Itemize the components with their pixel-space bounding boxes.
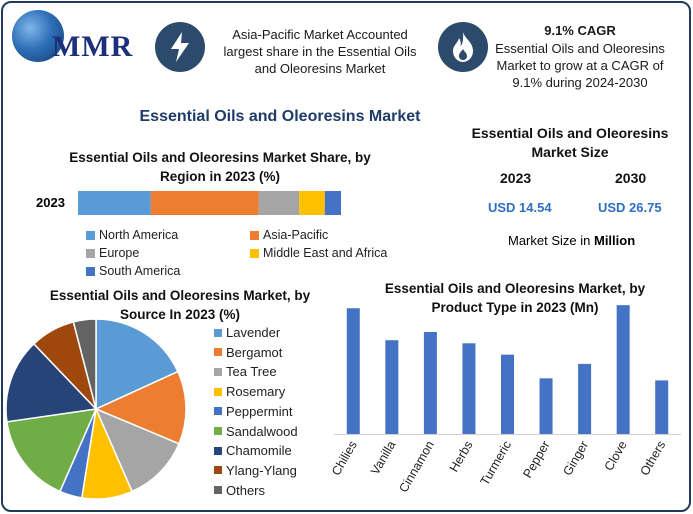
legend-swatch — [250, 248, 259, 258]
legend-swatch — [214, 466, 222, 475]
pie-slice-chamomile — [5, 342, 98, 423]
legend-swatch — [214, 486, 222, 495]
region-legend-asia-pacific: Asia-Pacific — [250, 228, 328, 242]
region-stacked-bar — [78, 191, 341, 215]
market-size-title: Essential Oils and Oleoresins Market Siz… — [471, 125, 669, 160]
product-tick-clove: Clove — [602, 438, 630, 473]
product-tick-herbs: Herbs — [447, 439, 476, 475]
product-tick-turmeric: Turmeric — [478, 439, 515, 488]
legend-label: Asia-Pacific — [263, 228, 329, 242]
product-bar-chilies — [346, 308, 360, 434]
source-legend-bergamot: Bergamot — [214, 345, 282, 360]
legend-label: Others — [226, 482, 266, 498]
legend-swatch — [86, 248, 95, 258]
product-bar-clove — [616, 305, 630, 434]
legend-swatch — [214, 446, 222, 455]
legend-swatch — [214, 427, 222, 435]
legend-swatch — [214, 387, 222, 396]
product-bar-ginger — [578, 363, 592, 434]
legend-swatch — [214, 348, 222, 357]
region-bar-south-america — [324, 191, 341, 215]
legend-label: Bergamot — [226, 344, 283, 360]
legend-label: Rosemary — [226, 384, 286, 400]
region-legend-south-america: South America — [86, 264, 180, 278]
legend-swatch — [86, 266, 95, 276]
legend-label: Tea Tree — [226, 364, 277, 380]
header-box2-title: 9.1% CAGR — [544, 23, 616, 38]
source-legend-rosemary: Rosemary — [214, 384, 285, 399]
product-bar-cinnamon — [423, 331, 437, 434]
region-bar-north-america — [78, 191, 151, 215]
mmr-logo: MMR — [12, 10, 142, 64]
source-legend-chamomile: Chamomile — [214, 443, 292, 458]
legend-label: Chamomile — [226, 443, 292, 459]
product-bar-pepper — [539, 378, 553, 434]
region-bar-middle-east-and-africa — [299, 191, 325, 215]
flame-icon — [438, 22, 488, 72]
source-legend-peppermint: Peppermint — [214, 404, 292, 419]
product-tick-chilies: Chilies — [330, 439, 360, 478]
source-legend-ylang-ylang: Ylang-Ylang — [214, 463, 297, 478]
product-chart-title: Essential Oils and Oleoresins Market, by… — [384, 281, 646, 315]
pie-slice-sandalwood — [6, 408, 98, 493]
header-box1-text: Asia-Pacific Market Accounted largest sh… — [223, 27, 417, 76]
pie-slice-bergamot — [94, 370, 187, 445]
product-tick-cinnamon: Cinnamon — [396, 438, 437, 494]
globe-icon — [12, 10, 64, 62]
header-box2-text: Essential Oils and Oleoresins Market to … — [495, 41, 665, 90]
product-tick-pepper: Pepper — [520, 439, 552, 481]
region-bar-asia-pacific — [150, 191, 259, 215]
region-chart-title: Essential Oils and Oleoresins Market Sha… — [69, 150, 371, 184]
legend-label: Lavender — [226, 325, 281, 340]
market-size-note-unit: Million — [593, 233, 636, 248]
product-bar-turmeric — [501, 354, 514, 434]
legend-swatch — [250, 230, 259, 240]
legend-label: Europe — [99, 246, 140, 260]
region-legend-europe: Europe — [86, 246, 139, 260]
legend-label: Peppermint — [226, 403, 293, 419]
main-title: Essential Oils and Oleoresins Market — [139, 108, 421, 125]
product-bar-vanilla — [385, 340, 399, 434]
source-legend-others: Others — [214, 483, 265, 498]
region-legend-middle-east-and-africa: Middle East and Africa — [250, 246, 387, 260]
product-bar-others — [655, 380, 669, 434]
size-year-2023: 2023 — [500, 170, 532, 186]
source-legend-lavender: Lavender — [214, 325, 280, 340]
size-value-2030: USD 26.75 — [598, 200, 662, 215]
legend-label: Middle East and Africa — [263, 246, 388, 260]
pie-slice-tea-tree — [94, 407, 180, 493]
region-legend-north-america: North America — [86, 228, 178, 242]
product-tick-others: Others — [637, 439, 668, 478]
legend-swatch — [214, 328, 222, 337]
product-tick-ginger: Ginger — [560, 439, 591, 479]
source-chart-title: Essential Oils and Oleoresins Market, by… — [49, 288, 311, 322]
legend-swatch — [86, 230, 95, 240]
legend-label: North America — [99, 228, 179, 242]
pie-slice-lavender — [95, 318, 179, 411]
legend-label: Ylang-Ylang — [226, 462, 297, 478]
legend-label: South America — [99, 264, 181, 278]
market-size-note: Market Size in Million — [508, 233, 635, 248]
source-legend-sandalwood: Sandalwood — [214, 424, 298, 439]
source-legend-tea-tree: Tea Tree — [214, 364, 277, 379]
legend-swatch — [214, 367, 222, 376]
product-tick-vanilla: Vanilla — [368, 438, 398, 477]
size-value-2023: USD 14.54 — [488, 200, 552, 215]
source-pie-chart — [5, 318, 187, 500]
lightning-icon — [155, 22, 205, 72]
region-bar-category: 2023 — [36, 195, 65, 210]
product-bar-herbs — [462, 343, 476, 434]
pie-slice-others — [72, 318, 97, 410]
size-year-2030: 2030 — [615, 170, 647, 186]
region-bar-europe — [258, 191, 300, 215]
logo-text: MMR — [52, 30, 134, 63]
legend-label: Sandalwood — [226, 423, 298, 439]
market-size-note-prefix: Market Size in — [508, 233, 594, 248]
legend-swatch — [214, 407, 222, 416]
